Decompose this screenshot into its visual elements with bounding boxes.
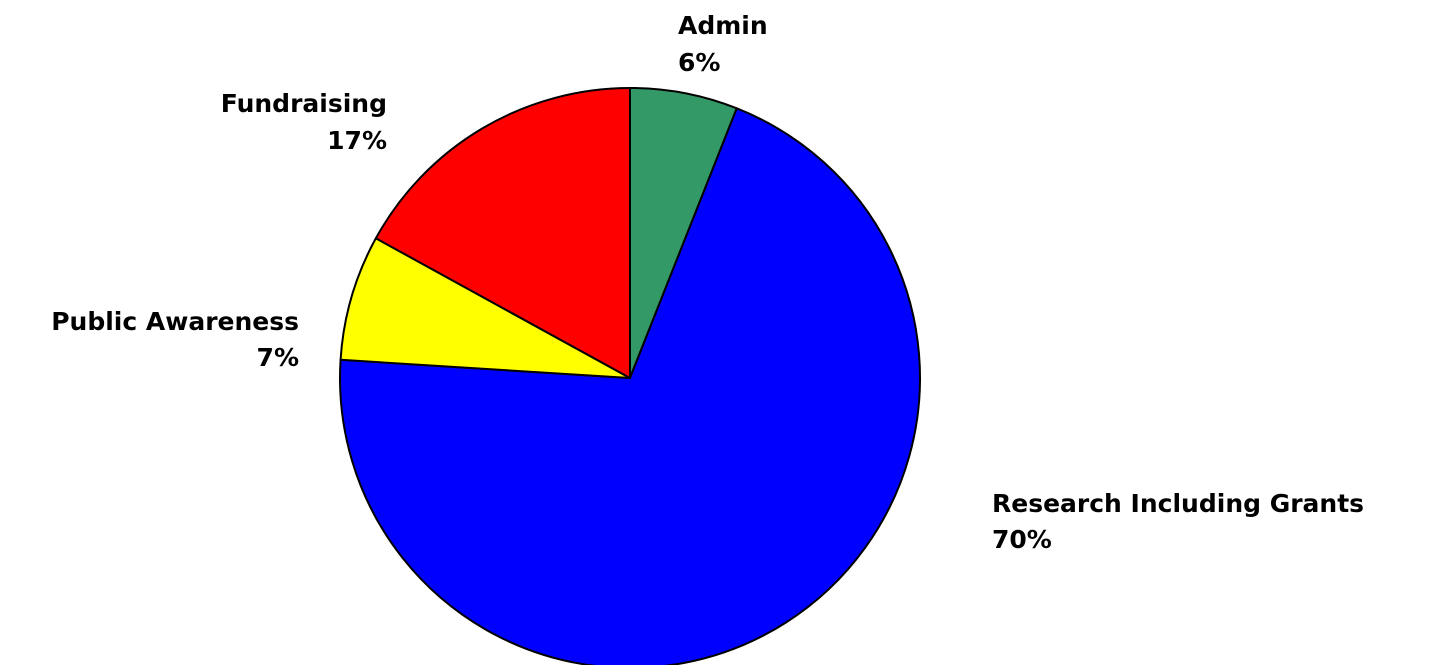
slice-value-admin: 6% (678, 48, 720, 77)
slice-value-fundraising: 17% (327, 126, 387, 155)
slice-value-public-awareness: 7% (257, 343, 299, 372)
pie-slice-research-including-grants (339, 107, 921, 665)
pie-slices (339, 87, 921, 665)
pie-slice-fundraising (374, 87, 631, 379)
slice-label-public-awareness: Public Awareness (51, 307, 299, 336)
slice-label-admin: Admin (678, 11, 768, 40)
pie-slice-public-awareness (339, 237, 631, 379)
slice-value-research: 70% (992, 525, 1052, 554)
pie-labels: Admin 6% Research Including Grants 70% P… (51, 11, 1364, 554)
slice-label-fundraising: Fundraising (221, 89, 387, 118)
slice-label-research: Research Including Grants (992, 489, 1364, 518)
